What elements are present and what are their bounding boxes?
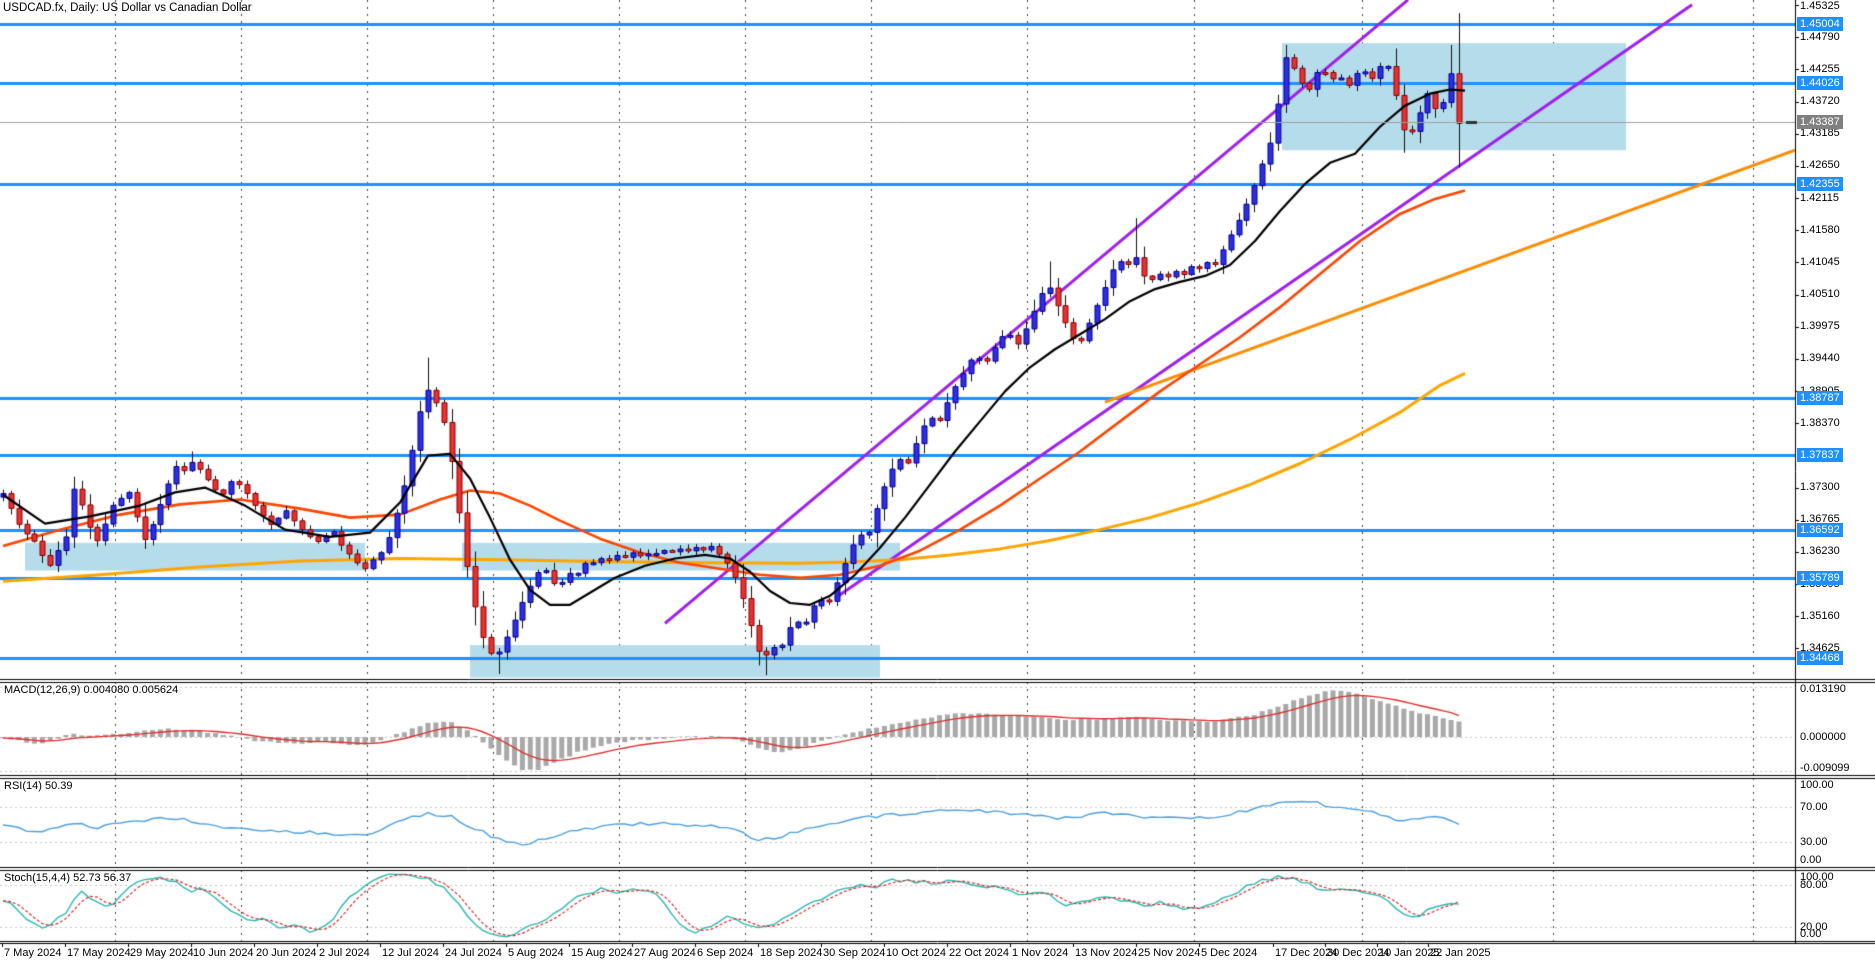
date-tick-label: 5 Aug 2024 <box>508 947 564 959</box>
price-badge-support-resistance: 1.42355 <box>1797 176 1843 191</box>
date-tick-label: 1 Nov 2024 <box>1012 947 1069 959</box>
price-badge-support-resistance: 1.38787 <box>1797 391 1843 406</box>
rsi-tick-label: 0.00 <box>1800 854 1822 866</box>
date-tick-label: 22 Jan 2025 <box>1430 947 1491 959</box>
price-tick-label: 1.37300 <box>1800 481 1840 494</box>
price-tick-label: 1.36230 <box>1800 545 1840 558</box>
price-badge-support-resistance: 1.35789 <box>1797 571 1843 586</box>
date-tick-label: 20 Jun 2024 <box>256 947 317 959</box>
price-badge-support-resistance: 1.37837 <box>1797 448 1843 463</box>
date-tick-label: 5 Dec 2024 <box>1201 947 1258 959</box>
date-tick-label: 7 May 2024 <box>4 947 62 959</box>
stoch-tick-label: 0.00 <box>1800 928 1822 940</box>
price-tick-label: 1.44790 <box>1800 30 1840 43</box>
macd-tick-label: -0.009099 <box>1800 762 1850 774</box>
price-tick-label: 1.44255 <box>1800 62 1840 75</box>
date-tick-label: 24 Jul 2024 <box>445 947 502 959</box>
date-tick-label: 22 Oct 2024 <box>949 947 1009 959</box>
price-tick-label: 1.43720 <box>1800 95 1840 107</box>
price-tick-label: 1.36765 <box>1800 513 1840 526</box>
rsi-indicator-label: RSI(14) 50.39 <box>4 780 73 792</box>
stoch-tick-label: 100.00 <box>1800 871 1834 883</box>
price-tick-label: 1.41580 <box>1800 223 1840 236</box>
date-tick-label: 17 Dec 2024 <box>1275 947 1338 959</box>
date-tick-label: 18 Sep 2024 <box>760 947 823 959</box>
macd-tick-label: 0.013190 <box>1800 683 1846 695</box>
price-tick-label: 1.35160 <box>1800 609 1840 622</box>
rsi-tick-label: 100.00 <box>1800 779 1834 791</box>
price-badge-support-resistance: 1.34468 <box>1797 650 1843 665</box>
price-badge-support-resistance: 1.45004 <box>1797 17 1843 32</box>
date-tick-label: 6 Sep 2024 <box>697 947 754 959</box>
stoch-indicator-label: Stoch(15,4,4) 52.73 56.37 <box>4 872 132 884</box>
stoch-tick-label: 20.00 <box>1800 920 1828 933</box>
date-tick-label: 2 Jul 2024 <box>319 947 370 959</box>
rsi-tick-label: 30.00 <box>1800 835 1828 848</box>
date-tick-label: 30 Sep 2024 <box>823 947 886 959</box>
price-tick-label: 1.38370 <box>1800 416 1840 429</box>
date-tick-label: 25 Nov 2024 <box>1138 947 1201 959</box>
price-tick-label: 1.43185 <box>1800 127 1840 140</box>
price-badge-current: 1.43387 <box>1797 114 1843 129</box>
price-badge-support-resistance: 1.36592 <box>1797 523 1843 538</box>
rsi-tick-label: 70.00 <box>1800 800 1828 813</box>
stoch-tick-label: 80.00 <box>1800 878 1828 891</box>
macd-tick-label: 0.000000 <box>1800 730 1846 743</box>
date-tick-label: 12 Jul 2024 <box>382 947 439 959</box>
date-tick-label: 29 May 2024 <box>130 947 194 959</box>
date-tick-label: 10 Jun 2024 <box>193 947 254 959</box>
price-tick-label: 1.39440 <box>1800 352 1840 365</box>
price-tick-label: 1.39975 <box>1800 320 1840 333</box>
price-tick-label: 1.42115 <box>1800 191 1839 204</box>
chart-title: USDCAD.fx, Daily: US Dollar vs Canadian … <box>3 2 252 14</box>
price-tick-label: 1.41045 <box>1800 255 1840 268</box>
date-tick-label: 17 May 2024 <box>67 947 131 959</box>
date-tick-label: 10 Oct 2024 <box>886 947 946 959</box>
date-tick-label: 10 Jan 2025 <box>1379 947 1440 959</box>
price-badge-support-resistance: 1.44026 <box>1797 76 1843 91</box>
date-tick-label: 15 Aug 2024 <box>571 947 633 959</box>
macd-indicator-label: MACD(12,26,9) 0.004080 0.005624 <box>4 684 179 696</box>
price-tick-label: 1.45325 <box>1800 0 1840 12</box>
date-tick-label: 30 Dec 2024 <box>1327 947 1390 959</box>
price-tick-label: 1.42650 <box>1800 159 1840 172</box>
date-tick-label: 27 Aug 2024 <box>634 947 696 959</box>
price-tick-label: 1.40510 <box>1800 288 1840 301</box>
date-tick-label: 13 Nov 2024 <box>1075 947 1138 959</box>
